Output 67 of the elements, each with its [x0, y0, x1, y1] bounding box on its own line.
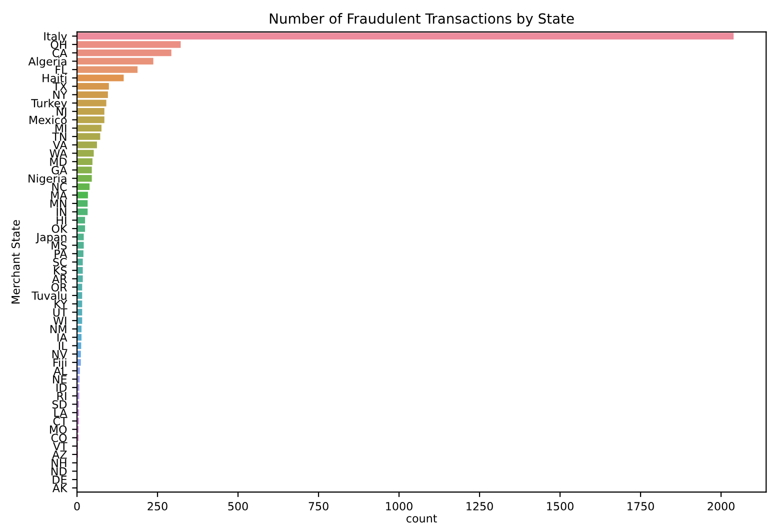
y-tick-label: NV: [52, 350, 68, 358]
y-tick-label: WI: [53, 316, 66, 325]
y-tick-label: MA: [51, 191, 68, 200]
y-tick-label: MI: [56, 124, 66, 132]
y-tick-label: NY: [53, 90, 68, 99]
y-tick-label: VA: [52, 140, 68, 150]
y-tick-label: Nigeria: [28, 174, 66, 185]
y-tick-label: AL: [54, 366, 68, 375]
y-tick-label: VT: [52, 442, 68, 450]
y-tick-label: ND: [52, 467, 67, 476]
y-tick-label: CO: [51, 434, 67, 442]
y-tick-label: DE: [52, 476, 67, 484]
y-tick-label: NE: [53, 375, 67, 384]
x-tick-label: 0: [74, 502, 80, 510]
y-tick-label: UT: [53, 308, 68, 317]
y-tick-label: AK: [52, 484, 68, 492]
y-tick-label: OK: [52, 224, 68, 233]
chart-title: Number of Fraudulent Transactions by State: [270, 13, 574, 26]
x-tick-label: 2000: [708, 502, 734, 510]
y-tick-label: Japan: [36, 233, 66, 244]
y-tick-label: Italy: [44, 32, 67, 43]
x-axis-title: count: [406, 514, 437, 523]
y-tick-label: Turkey: [31, 98, 67, 110]
y-tick-label: LA: [54, 408, 68, 417]
y-tick-label: WA: [50, 149, 68, 158]
y-tick-label: TN: [52, 132, 66, 141]
y-tick-label: Mexico: [30, 116, 67, 124]
y-tick-label: SD: [52, 400, 67, 409]
y-axis-title: Merchant State: [11, 220, 20, 304]
y-tick-label: HI: [56, 216, 66, 224]
y-tick-label: KS: [54, 266, 67, 275]
y-tick-label: Fiji: [54, 358, 66, 369]
y-tick-label: SC: [53, 258, 67, 266]
y-tick-label: CT: [53, 416, 68, 426]
y-tick-label: FL: [56, 66, 68, 74]
x-tick-label: 1500: [547, 502, 574, 510]
x-tick-label: 500: [228, 502, 248, 510]
y-tick-label: MS: [52, 241, 67, 250]
y-tick-label: IA: [57, 333, 68, 342]
y-tick-label: AR: [52, 274, 67, 283]
x-tick-label: 250: [148, 502, 168, 510]
y-tick-label: MD: [50, 158, 67, 166]
y-tick-label: IL: [58, 342, 68, 350]
y-tick-label: NC: [52, 182, 67, 192]
y-tick-label: NM: [50, 325, 66, 334]
y-tick-label: ID: [56, 384, 67, 392]
y-tick-label: OH: [50, 40, 66, 49]
y-tick-label: NJ: [56, 108, 66, 118]
y-tick-label: RI: [57, 392, 66, 400]
y-tick-label: MO: [50, 425, 67, 434]
y-tick-label: TX: [52, 82, 67, 91]
y-tick-label: GA: [52, 166, 68, 174]
y-tick-label: KY: [54, 300, 68, 308]
x-tick-label: 1750: [628, 502, 654, 510]
y-tick-label: Tuvalu: [32, 291, 66, 300]
x-tick-label: 750: [308, 502, 328, 510]
y-tick-label: MN: [50, 200, 66, 208]
y-tick-label: Haiti: [42, 74, 66, 82]
x-tick-label: 1250: [466, 502, 493, 510]
y-tick-label: NH: [52, 458, 66, 468]
y-tick-label: IN: [56, 208, 66, 216]
y-tick-label: OR: [51, 283, 67, 292]
y-tick-label: CA: [52, 48, 68, 58]
y-tick-label: Algeria: [28, 56, 66, 68]
y-tick-label: AZ: [52, 450, 67, 459]
x-tick-label: 1000: [386, 502, 412, 510]
y-tick-label: PA: [54, 250, 68, 258]
